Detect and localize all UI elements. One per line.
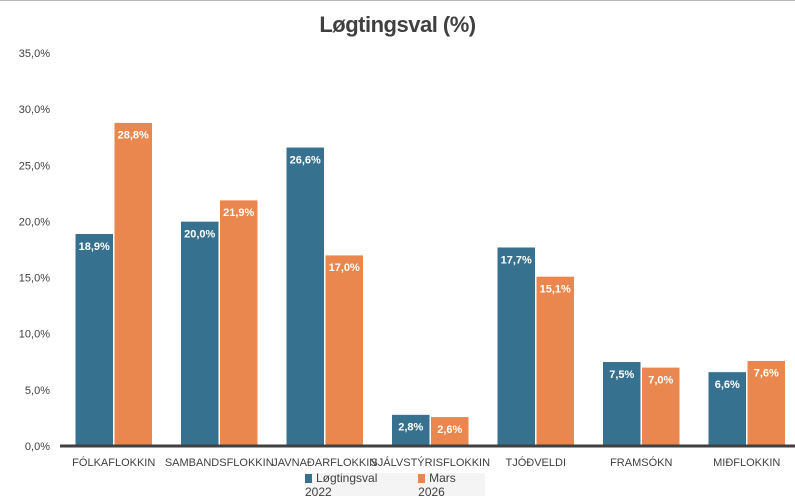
data-label: 7,5% (609, 369, 634, 381)
y-tick-label: 30,0% (19, 104, 50, 116)
y-tick-label: 20,0% (19, 216, 50, 228)
bar (219, 199, 258, 447)
data-label: 6,6% (715, 379, 740, 391)
data-label: 2,8% (398, 422, 423, 434)
data-label: 20,0% (184, 228, 215, 240)
legend-swatch (418, 473, 426, 483)
y-tick-label: 35,0% (19, 48, 50, 60)
y-tick-label: 5,0% (25, 385, 50, 397)
data-label: 17,0% (329, 262, 360, 274)
bar (391, 414, 430, 447)
bar (114, 122, 153, 447)
legend-label: Mars 2026 (418, 470, 456, 499)
bar (536, 276, 575, 447)
bar (641, 367, 680, 447)
data-label: 21,9% (223, 207, 254, 219)
legend-item-2026: Mars 2026 (418, 471, 485, 499)
y-tick-label: 0,0% (25, 441, 50, 453)
y-tick-label: 10,0% (19, 329, 50, 341)
data-label: 28,8% (118, 130, 149, 142)
bar (180, 221, 219, 447)
y-tick-label: 15,0% (19, 273, 50, 285)
legend-label: Løgtingsval 2022 (305, 470, 378, 499)
bar (430, 416, 469, 447)
data-label: 15,1% (540, 283, 571, 295)
data-label: 18,9% (79, 241, 110, 253)
legend: Løgtingsval 2022 Mars 2026 (305, 471, 485, 499)
bar (325, 254, 364, 447)
x-tick-label: FRAMSÓKN (610, 456, 672, 469)
data-label: 7,0% (648, 374, 673, 386)
bar (75, 233, 114, 447)
x-tick-label: MIÐFLOKKIN (713, 457, 780, 469)
x-tick-label: FÓLKAFLOKKIN (72, 456, 155, 469)
legend-item-2022: Løgtingsval 2022 (305, 471, 406, 499)
data-label: 17,7% (501, 254, 532, 266)
legend-swatch (305, 473, 312, 483)
bar (286, 147, 325, 447)
top-border (0, 0, 795, 1)
data-label: 26,6% (290, 154, 321, 166)
chart-title: Løgtingsval (%) (319, 12, 476, 37)
data-label: 7,6% (754, 368, 779, 380)
x-tick-label: TJÓÐVELDI (505, 456, 566, 469)
bar (708, 371, 747, 447)
bar (497, 247, 536, 447)
bar (747, 360, 786, 447)
y-tick-label: 25,0% (19, 160, 50, 172)
x-tick-label: JAVNAÐARFLOKKIN (272, 457, 377, 469)
bar (602, 361, 641, 447)
data-label: 2,6% (437, 424, 462, 436)
x-tick-label: SJÁLVSTÝRISFLOKKIN (370, 456, 490, 469)
x-tick-label: SAMBANDSFLOKKIN (165, 457, 274, 469)
